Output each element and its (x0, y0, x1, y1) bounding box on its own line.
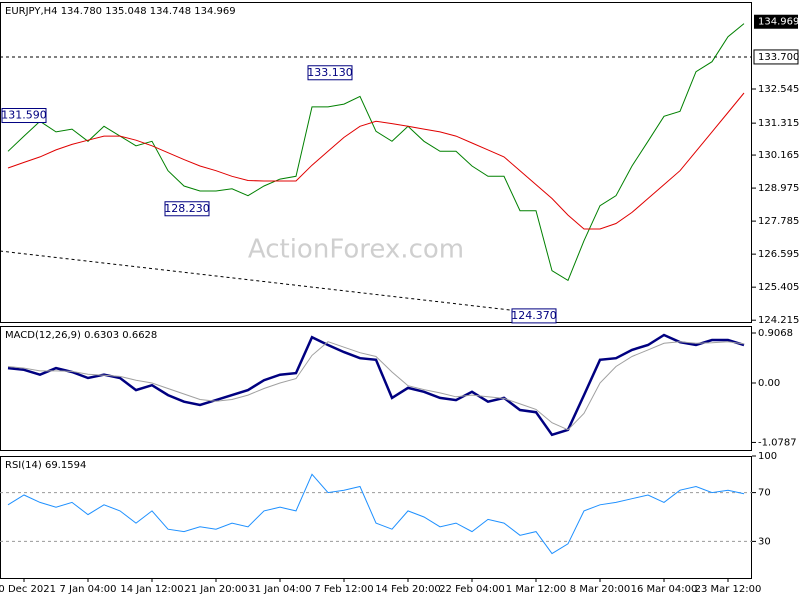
watermark: ActionForex.com (248, 235, 464, 265)
series-line (7, 333, 745, 437)
x-tick-label: 30 Dec 2021 (0, 584, 56, 595)
series-line (7, 473, 745, 555)
x-tick-label: 14 Jan 12:00 (120, 584, 183, 595)
x-tick-label: 21 Jan 20:00 (184, 584, 247, 595)
annotation-box (164, 201, 210, 217)
y-tick-label: 126.595 (758, 249, 799, 260)
y-tick-label: 127.785 (758, 216, 799, 227)
x-tick-label: 22 Feb 04:00 (439, 584, 505, 595)
y-tick-label: 130.165 (758, 150, 799, 161)
annotation-label: 124.370 (511, 309, 557, 322)
panel-frame (0, 2, 752, 323)
annotation-box (511, 308, 557, 324)
series-line (7, 341, 745, 431)
annotation-label: 128.230 (164, 202, 210, 215)
annotation-box (1, 108, 47, 124)
x-tick-label: 31 Jan 04:00 (248, 584, 311, 595)
y-tick-label: 125.405 (758, 282, 799, 293)
annotation-box (307, 65, 353, 81)
series-line (7, 23, 745, 282)
trend-line (0, 250, 511, 311)
last-price-label: 134.969 (758, 17, 799, 28)
x-tick-label: 16 Mar 04:00 (631, 584, 698, 595)
y-tick-label: 0.00 (758, 378, 780, 389)
y-tick-label: -1.0787 (758, 437, 797, 448)
level-label-box (753, 49, 799, 65)
level-label: 133.700 (758, 52, 799, 63)
panel-title: MACD(12,26,9) 0.6303 0.6628 (5, 330, 157, 341)
x-tick-label: 23 Mar 12:00 (695, 584, 762, 595)
x-tick-label: 1 Mar 12:00 (506, 584, 566, 595)
x-tick-label: 8 Mar 20:00 (570, 584, 630, 595)
y-tick-label: 132.545 (758, 84, 799, 95)
series-line (7, 92, 745, 230)
y-tick-label: 30 (758, 536, 771, 547)
x-tick-label: 7 Feb 12:00 (314, 584, 373, 595)
panel-frame (0, 326, 752, 451)
y-tick-label: 128.975 (758, 183, 799, 194)
panel-title: EURJPY,H4 134.780 135.048 134.748 134.96… (5, 6, 236, 17)
last-price-box (754, 14, 798, 29)
x-tick-label: 7 Jan 04:00 (60, 584, 117, 595)
panel-frame (0, 456, 752, 579)
y-tick-label: 70 (758, 488, 771, 499)
annotation-label: 133.130 (307, 66, 353, 79)
y-tick-label: 100 (758, 451, 777, 462)
annotation-label: 131.590 (1, 109, 47, 122)
panel-title: RSI(14) 69.1594 (5, 460, 86, 471)
y-tick-label: 131.315 (758, 118, 799, 129)
y-tick-label: 124.215 (758, 315, 799, 326)
x-tick-label: 14 Feb 20:00 (375, 584, 441, 595)
y-tick-label: 0.9068 (758, 328, 793, 339)
